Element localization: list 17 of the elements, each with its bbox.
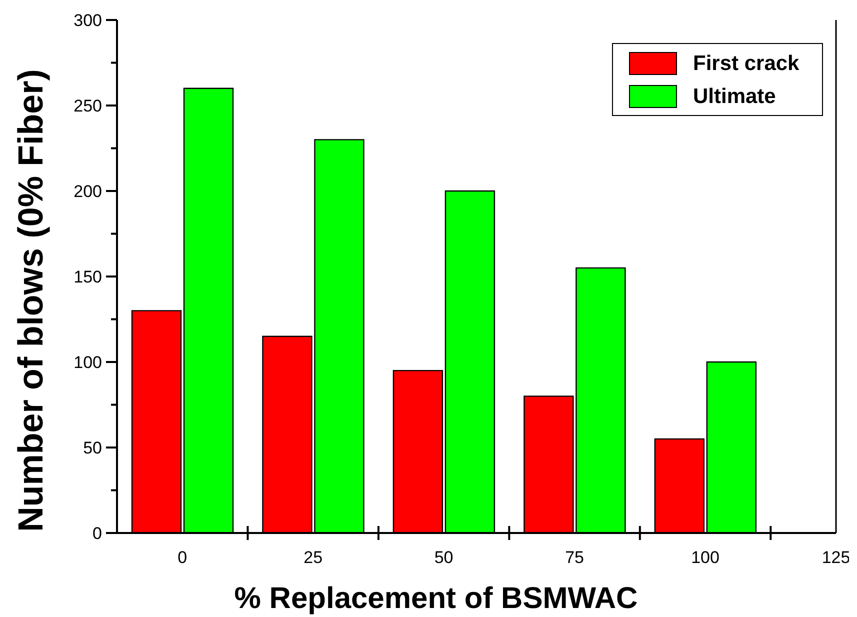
x-axis-title: % Replacement of BSMWAC	[234, 582, 638, 615]
x-tick-label: 25	[304, 548, 323, 567]
x-tick-label: 50	[434, 548, 454, 567]
y-tick-label: 150	[74, 268, 102, 286]
y-tick-label: 200	[74, 182, 102, 201]
y-tick-label: 0	[92, 524, 102, 543]
y-axis-title: Number of blows (0% Fiber)	[12, 69, 51, 532]
x-tick-label: 0	[178, 548, 188, 567]
x-tick-label: 125	[822, 548, 850, 567]
x-tick-label: 75	[565, 548, 584, 567]
legend-label: Ultimate	[693, 84, 776, 108]
y-tick-label: 250	[74, 96, 102, 116]
legend-label: First crack	[693, 52, 800, 76]
y-tick-label: 50	[83, 438, 102, 458]
y-tick-label: 300	[74, 11, 102, 30]
x-tick-label: 100	[691, 548, 720, 567]
y-tick-label: 100	[74, 353, 102, 372]
